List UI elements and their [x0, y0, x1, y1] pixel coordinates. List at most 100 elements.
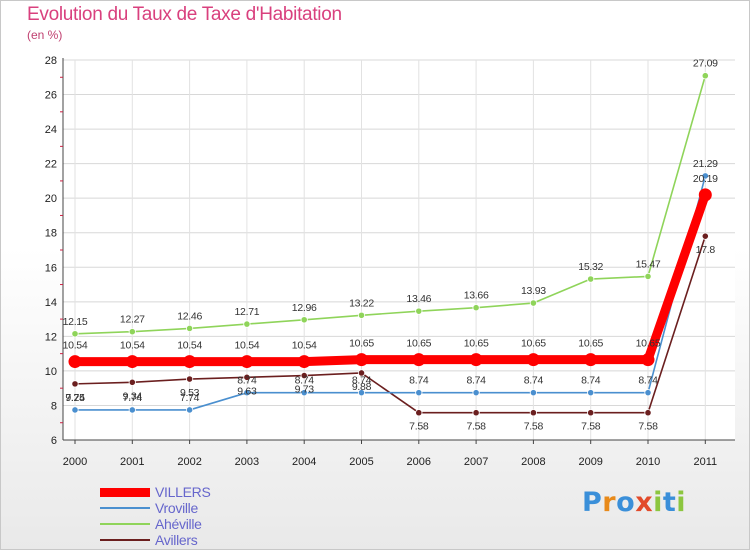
- data-point: [472, 389, 480, 397]
- data-label: 13.46: [406, 293, 431, 305]
- data-label: 10.65: [349, 338, 374, 350]
- brand-letter: i: [676, 487, 687, 518]
- data-point: [243, 373, 251, 381]
- data-point: [183, 355, 197, 369]
- data-label: 7.74: [123, 392, 143, 404]
- y-tick-label: 26: [45, 90, 57, 102]
- data-label: 8.74: [295, 375, 315, 387]
- data-label: 12.71: [235, 306, 260, 318]
- x-tick-label: 2002: [177, 456, 201, 468]
- brand-letter: o: [616, 487, 636, 518]
- series-line-villers: [70, 190, 710, 367]
- data-label: 12.96: [292, 302, 317, 314]
- data-label: 12.15: [63, 316, 88, 328]
- data-point: [300, 316, 308, 324]
- legend-swatch: [100, 487, 150, 497]
- data-point: [584, 353, 598, 367]
- data-label: 9.53: [180, 387, 200, 399]
- data-point: [701, 72, 709, 80]
- y-tick-label: 16: [45, 262, 57, 274]
- x-tick-label: 2003: [235, 456, 259, 468]
- data-point: [415, 389, 423, 397]
- data-label: 10.65: [636, 338, 661, 350]
- x-tick-label: 2009: [578, 456, 602, 468]
- x-tick-label: 2004: [292, 456, 316, 468]
- x-tick-label: 2008: [521, 456, 545, 468]
- y-tick-label: 6: [51, 435, 57, 447]
- series-line-vroville: [74, 175, 707, 411]
- data-point: [186, 375, 194, 383]
- data-label: 8.74: [237, 375, 257, 387]
- data-point: [186, 324, 194, 333]
- x-tick-label: 2011: [693, 456, 717, 468]
- data-label: 10.65: [406, 338, 431, 350]
- data-point: [128, 378, 136, 386]
- data-point: [412, 353, 426, 367]
- data-label: 8.74: [466, 375, 486, 387]
- data-label: 7.74: [65, 392, 85, 404]
- data-label: 20.19: [693, 173, 718, 185]
- data-label: 7.58: [638, 421, 658, 433]
- data-point: [243, 389, 251, 397]
- data-label: 13.66: [464, 290, 489, 302]
- data-label: 15.32: [578, 261, 603, 273]
- brand-letter: P: [582, 487, 603, 518]
- data-point: [644, 389, 652, 397]
- data-label: 8.74: [524, 375, 544, 387]
- data-label: 17.8: [696, 244, 716, 256]
- x-tick-label: 2006: [407, 456, 431, 468]
- data-label: 8.74: [638, 375, 658, 387]
- brand-letter: r: [602, 487, 617, 518]
- data-label: 10.65: [521, 338, 546, 350]
- chart-title: Evolution du Taux de Taxe d'Habitation: [27, 4, 342, 25]
- data-point: [415, 307, 423, 315]
- data-point: [128, 406, 136, 414]
- data-label: 7.58: [466, 421, 486, 433]
- data-point: [587, 409, 595, 417]
- legend-swatch: [100, 539, 150, 541]
- data-point: [71, 330, 79, 338]
- data-label: 8.74: [581, 375, 601, 387]
- data-point: [128, 328, 136, 336]
- plot-area: [63, 58, 735, 440]
- series-line-ahéville: [74, 74, 707, 335]
- data-point: [300, 389, 308, 397]
- data-point: [71, 380, 79, 388]
- data-point: [587, 389, 595, 397]
- data-label: 21.29: [693, 158, 718, 170]
- data-label: 10.54: [120, 340, 145, 352]
- y-tick-label: 14: [45, 297, 57, 309]
- legend-label: Ahéville: [155, 516, 202, 532]
- data-point: [701, 232, 709, 240]
- data-label: 9.25: [65, 392, 85, 404]
- legend-swatch: [100, 507, 150, 509]
- data-point: [357, 389, 366, 397]
- brand-letter: t: [662, 487, 677, 518]
- data-point: [297, 355, 311, 369]
- brand-letter: i: [653, 487, 663, 518]
- data-point: [357, 311, 366, 319]
- data-point: [587, 275, 595, 283]
- data-label: 9.63: [237, 385, 257, 397]
- data-label: 9.73: [295, 384, 315, 396]
- data-label: 8.74: [352, 375, 372, 387]
- data-point: [644, 409, 652, 417]
- data-label: 9.88: [352, 381, 372, 393]
- data-point: [469, 353, 483, 367]
- data-label: 10.65: [578, 338, 603, 350]
- x-tick-label: 2001: [120, 456, 144, 468]
- data-point: [300, 371, 308, 380]
- legend-label: Vroville: [155, 500, 198, 516]
- x-tick-label: 2005: [349, 456, 373, 468]
- brand-letter: x: [635, 487, 654, 518]
- data-label: 10.54: [292, 340, 317, 352]
- data-point: [698, 188, 712, 202]
- legend-label: VILLERS: [155, 484, 211, 500]
- x-tick-label: 2000: [63, 456, 87, 468]
- y-tick-label: 18: [45, 228, 57, 240]
- data-label: 7.74: [180, 392, 200, 404]
- data-point: [240, 355, 254, 369]
- data-label: 10.54: [63, 340, 88, 352]
- brand-logo: Proxiti: [582, 487, 686, 518]
